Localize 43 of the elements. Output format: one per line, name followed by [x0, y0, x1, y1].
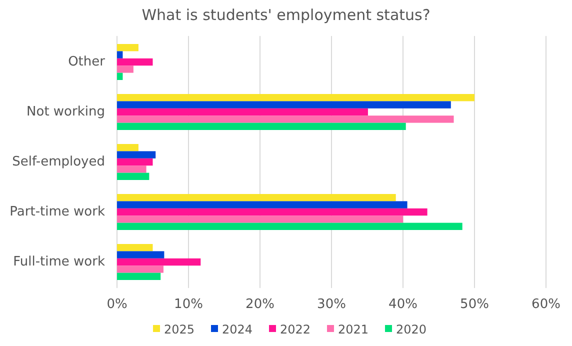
bar: [117, 144, 138, 152]
y-tick-label: Self-employed: [12, 154, 105, 170]
bar: [117, 194, 396, 202]
bar: [117, 266, 164, 273]
x-tick-label: 30%: [317, 297, 346, 312]
legend-label: 2022: [280, 322, 311, 336]
bar: [117, 116, 454, 123]
bar: [117, 72, 123, 80]
y-tick-label: Part-time work: [10, 204, 106, 220]
x-tick-label: 60%: [532, 297, 560, 312]
bar: [117, 108, 368, 116]
bar: [117, 101, 451, 108]
bar: [117, 216, 403, 223]
bar: [117, 172, 150, 180]
x-tick-label: 50%: [460, 297, 489, 312]
bar: [117, 66, 134, 73]
bar: [117, 208, 428, 216]
legend-label: 2024: [222, 322, 253, 336]
y-tick-label: Not working: [26, 104, 105, 120]
bar: [117, 51, 123, 58]
legend-label: 2025: [164, 322, 195, 336]
bar: [117, 44, 138, 52]
bar: [117, 201, 408, 208]
bar: [117, 166, 146, 173]
y-tick-label: Full-time work: [13, 254, 106, 270]
chart-title: What is students' employment status?: [142, 6, 430, 24]
x-tick-label: 40%: [388, 297, 418, 312]
y-tick-label: Other: [68, 54, 106, 70]
legend-label: 2020: [396, 322, 427, 336]
bar: [117, 244, 153, 252]
bar: [117, 94, 474, 102]
bar: [117, 258, 201, 266]
legend-label: 2021: [338, 322, 369, 336]
bar: [117, 122, 406, 130]
bar: [117, 151, 156, 158]
x-tick-label: 20%: [246, 297, 274, 312]
bar: [117, 251, 164, 258]
bar: [117, 158, 153, 166]
bar: [117, 58, 153, 66]
x-tick-label: 10%: [174, 297, 203, 312]
x-tick-label: 0%: [106, 297, 128, 312]
bar: [117, 272, 161, 280]
bar: [117, 222, 462, 230]
